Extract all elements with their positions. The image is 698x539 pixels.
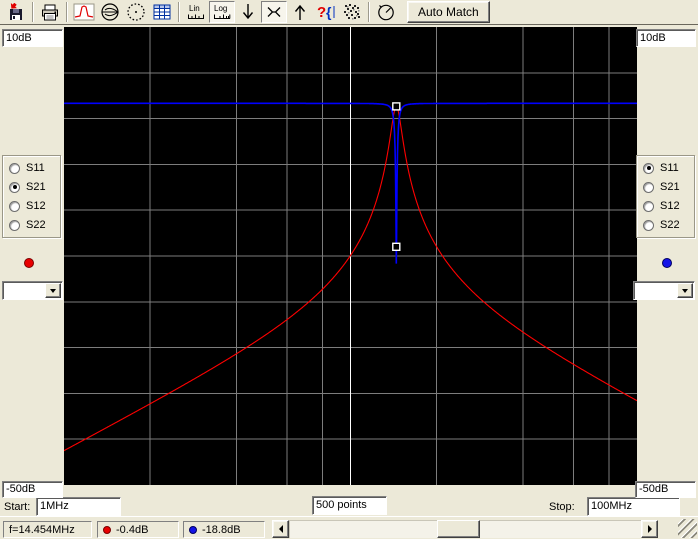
radio-right-s21[interactable]: S21 (643, 180, 680, 194)
radio-right-s11[interactable]: S11 (643, 161, 679, 175)
right-scale-top-input[interactable]: 10dB (636, 29, 696, 47)
left-scale-bottom-input[interactable]: -50dB (2, 481, 63, 498)
radio-icon (643, 219, 654, 231)
dropdown-arrow-icon[interactable] (677, 283, 693, 298)
save-icon (10, 2, 22, 20)
log-scale-button[interactable]: Log (209, 1, 235, 23)
marker-scrollbar-track[interactable] (289, 520, 641, 538)
radio-icon (643, 181, 654, 193)
toolbar-separator (368, 2, 370, 22)
save-button[interactable] (3, 1, 29, 23)
fit-icon (267, 7, 281, 17)
radio-right-s12[interactable]: S12 (643, 199, 680, 213)
sweep-time-button[interactable] (373, 1, 399, 23)
move-up-button[interactable] (287, 1, 313, 23)
toolbar-separator (32, 2, 34, 22)
help-icon: ? { (317, 4, 335, 21)
table-view-button[interactable] (149, 1, 175, 23)
right-channel-group: S11 S21 S12 S22 (636, 155, 695, 238)
start-label: Start: (4, 501, 31, 513)
trace2-readout: -18.8dB (183, 521, 265, 538)
status-bar: f=14.454MHz -0.4dB -18.8dB (0, 516, 698, 539)
right-trace-color-dot (662, 258, 672, 268)
svg-text:?: ? (317, 4, 326, 21)
stop-label: Stop: (549, 501, 575, 513)
radio-icon (9, 200, 20, 212)
radio-icon (9, 162, 20, 174)
graph-view-button[interactable] (71, 1, 97, 23)
arrow-up-icon (294, 4, 306, 20)
noise-icon (344, 4, 360, 20)
radio-icon (9, 181, 20, 193)
right-scale-bottom-input[interactable]: -50dB (635, 481, 696, 498)
smith-chart-button[interactable] (97, 1, 123, 23)
polar-chart-button[interactable] (123, 1, 149, 23)
blue-trace-dot-icon (189, 525, 197, 534)
right-trace-combobox[interactable] (633, 281, 695, 300)
smith-chart-icon (101, 3, 119, 21)
scroll-right-button[interactable] (641, 520, 658, 538)
dropdown-arrow-icon[interactable] (45, 283, 61, 298)
print-icon (42, 4, 58, 20)
radio-left-s21[interactable]: S21 (9, 180, 46, 194)
radio-left-s12[interactable]: S12 (9, 199, 46, 213)
radio-left-s11[interactable]: S11 (9, 161, 45, 175)
scroll-left-button[interactable] (272, 520, 289, 538)
trace1-readout: -0.4dB (97, 521, 179, 538)
print-button[interactable] (37, 1, 63, 23)
red-trace-dot-icon (103, 525, 111, 534)
toolbar-separator (178, 2, 180, 22)
radio-icon (643, 200, 654, 212)
triangle-left-icon (278, 525, 283, 533)
radio-icon (643, 162, 654, 174)
move-down-button[interactable] (235, 1, 261, 23)
left-trace-combobox[interactable] (2, 281, 63, 300)
svg-text:{: { (326, 4, 332, 20)
fit-scale-button[interactable] (261, 1, 287, 23)
radio-right-s22[interactable]: S22 (643, 218, 680, 232)
lin-scale-button[interactable]: Lin (183, 1, 209, 23)
radio-left-s22[interactable]: S22 (9, 218, 46, 232)
graph-view-icon (73, 3, 95, 21)
sparameter-plot[interactable] (64, 27, 637, 485)
left-scale-top-input[interactable]: 10dB (2, 29, 63, 47)
toolbar: Lin Log ? (0, 0, 698, 25)
points-input[interactable]: 500 points (312, 496, 387, 515)
left-channel-group: S11 S21 S12 S22 (2, 155, 61, 238)
help-button[interactable]: ? { (313, 1, 339, 23)
arrow-down-icon (242, 4, 254, 20)
optimize-button[interactable] (339, 1, 365, 23)
table-view-icon (153, 4, 171, 20)
svg-text:Log: Log (214, 4, 227, 13)
svg-text:Lin: Lin (189, 4, 200, 13)
left-trace-color-dot (24, 258, 34, 268)
log-scale-icon: Log (214, 4, 231, 19)
marker-scrollbar-thumb[interactable] (437, 520, 480, 538)
toolbar-separator (66, 2, 68, 22)
start-frequency-input[interactable]: 1MHz (36, 497, 121, 516)
clock-icon (378, 4, 394, 21)
lin-scale-icon: Lin (188, 4, 204, 19)
polar-chart-icon (127, 3, 145, 21)
stop-frequency-input[interactable]: 100MHz (587, 497, 680, 516)
marker-frequency-readout: f=14.454MHz (3, 521, 92, 538)
triangle-right-icon (647, 525, 652, 533)
auto-match-button[interactable]: Auto Match (407, 1, 490, 23)
radio-icon (9, 219, 20, 231)
resize-grip[interactable] (678, 519, 697, 538)
